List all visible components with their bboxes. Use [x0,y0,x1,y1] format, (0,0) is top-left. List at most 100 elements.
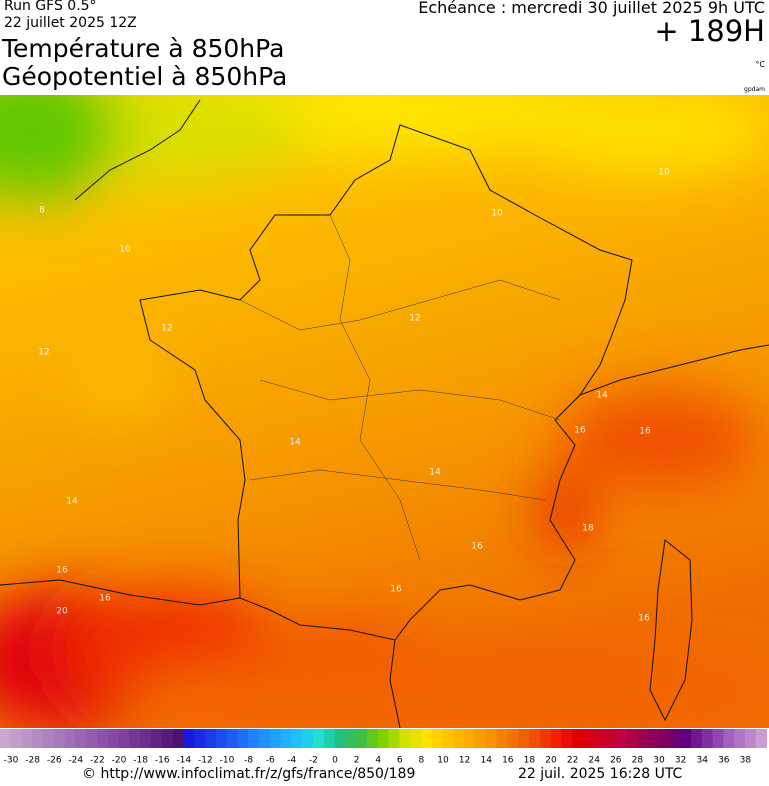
scale-label: 20 [545,756,557,766]
scale-cell [691,729,703,748]
scale-cell [269,729,281,748]
scale-cell [464,729,476,748]
scale-label: 4 [375,756,381,766]
scale-cell [86,729,98,748]
scale-label: 16 [502,756,514,766]
unit: °C [755,60,765,69]
scale-cell [129,729,141,748]
scale-cell [421,729,433,748]
scale-cell [410,729,422,748]
scale-cell [388,729,400,748]
scale-cell [140,729,152,748]
scale-label: 12 [459,756,470,766]
contour-label: 10 [658,168,670,178]
contour-label: 16 [639,427,651,437]
scale-cell [205,729,217,748]
contour-label: 14 [429,468,441,478]
scale-label: 26 [610,756,622,766]
scale-cell [701,729,713,748]
scale-label: -26 [47,756,62,766]
contour-label: 10 [491,209,503,219]
scale-label: 6 [397,756,403,766]
scale-cell [32,729,44,748]
scale-cell [53,729,65,748]
scale-cell [745,729,757,748]
scale-cell [712,729,724,748]
scale-cell [755,729,767,748]
scale-label: 38 [740,756,752,766]
contour-label: 8 [39,206,45,216]
scale-cell [680,729,692,748]
title: Température à 850hPa [2,34,285,63]
scale-cell [194,729,206,748]
scale-label: 32 [675,756,686,766]
contour-label: 14 [66,497,78,507]
coastlines [0,99,769,729]
scale-cell [615,729,627,748]
scale-cell [626,729,638,748]
scale-label: -2 [309,756,318,766]
scale-label: -6 [266,756,275,766]
scale-cell [431,729,443,748]
scale-label: 30 [653,756,665,766]
scale-label: 36 [718,756,730,766]
scale-cell [377,729,389,748]
scale-label: 18 [524,756,536,766]
scale-cell [64,729,76,748]
scale-label: -30 [4,756,19,766]
scale-cell [356,729,368,748]
scale-label: -16 [155,756,170,766]
scale-cell [75,729,87,748]
scale-cell [539,729,551,748]
scale-cell [215,729,227,748]
contour-label: 16 [56,566,68,576]
scale-cell [10,729,22,748]
scale-cell [658,729,670,748]
credit: gpdam [744,86,765,93]
scale-cell [313,729,325,748]
scale-label: -18 [133,756,148,766]
scale-label: -20 [112,756,127,766]
scale-cell [161,729,173,748]
temperature-field [0,95,769,728]
contour-label: 16 [638,614,650,624]
scale-label: 22 [567,756,578,766]
scale-cell [172,729,184,748]
scale-cell [97,729,109,748]
scale-cell [323,729,335,748]
scale-label: -22 [90,756,105,766]
scale-cell [0,729,11,748]
scale-label: 34 [696,756,708,766]
scale-cell [734,729,746,748]
contour-label: 16 [390,585,402,595]
scale-label: -28 [25,756,40,766]
contour-label: 12 [409,314,420,324]
scale-label: 0 [332,756,338,766]
scale-cell [442,729,454,748]
scale-cell [669,729,681,748]
scale-cell [43,729,55,748]
run-date: 22 juillet 2025 12Z [4,15,137,31]
scale-cell [604,729,616,748]
contour-label: 16 [471,542,483,552]
scale-cell [151,729,163,748]
scale-cell [226,729,238,748]
scale-cell [529,729,541,748]
scale-cell [107,729,119,748]
scale-cell [485,729,497,748]
scale-cell [345,729,357,748]
scale-cell [583,729,595,748]
scale-cell [302,729,314,748]
run: Run GFS 0.5° [4,0,97,14]
scale-label: 8 [419,756,425,766]
source: © http://www.infoclimat.fr/z/gfs/france/… [82,766,416,782]
scale-cell [334,729,346,748]
scale-label: -4 [287,756,296,766]
scale-cell [550,729,562,748]
scale-cell [496,729,508,748]
subtitle: Géopotentiel à 850hPa [2,62,288,91]
scale-label: 2 [354,756,360,766]
scale-cell [561,729,573,748]
